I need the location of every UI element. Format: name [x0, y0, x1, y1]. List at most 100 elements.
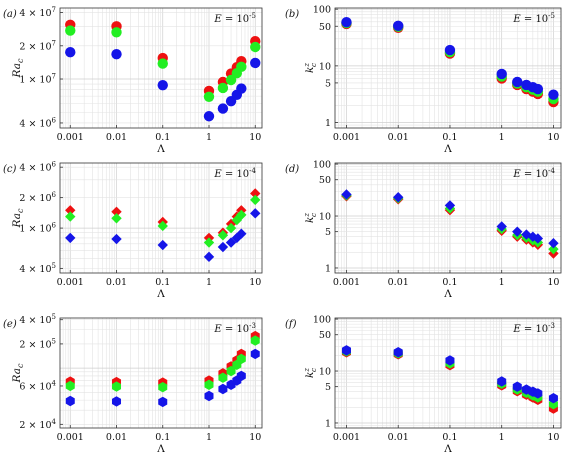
y-tick-base: 2 × 10 [19, 420, 51, 431]
data-point-green [157, 58, 168, 69]
data-point-green [65, 380, 75, 392]
x-tick-label: 1 [499, 277, 505, 288]
data-point-blue [112, 396, 122, 407]
data-point-green [111, 27, 122, 38]
y-tick-exponent: 4 [52, 418, 57, 426]
data-point-green [65, 211, 76, 222]
y-tick-label: 4 × 105 [19, 262, 56, 275]
y-tick-base: 2 × 10 [19, 193, 51, 204]
x-tick-label: 0.1 [442, 432, 457, 443]
y-tick-label: 5 [325, 227, 331, 238]
data-point-blue [65, 232, 76, 244]
x-tick-label: 10 [547, 432, 559, 443]
x-tick-label: 0.1 [155, 277, 170, 288]
data-point-blue [65, 395, 75, 407]
y-tick-base: 2 × 10 [19, 41, 51, 52]
y-tick-label: 10 [319, 212, 331, 223]
x-tick-label: 0.1 [155, 132, 170, 143]
data-point-green [250, 194, 261, 206]
plot-frame [59, 317, 263, 429]
data-point-blue [157, 79, 168, 91]
y-tick-label: 100 [313, 160, 331, 171]
data-point-blue [111, 48, 122, 60]
y-tick-label: 1 [325, 118, 331, 129]
data-point-blue [548, 89, 559, 100]
x-tick-label: 0.01 [388, 277, 409, 288]
data-point-green [157, 220, 168, 232]
data-point-red [65, 205, 76, 216]
data-point-blue [250, 348, 260, 360]
y-tick-exponent: 6 [52, 116, 57, 124]
plot-frame [59, 162, 263, 274]
data-point-blue [157, 239, 168, 251]
data-point-blue [203, 111, 215, 122]
y-tick-base: 4 × 10 [19, 118, 51, 129]
x-axis-label: Λ [443, 288, 452, 300]
panel-label: (d) [285, 164, 299, 175]
panel-label: (c) [3, 164, 17, 175]
data-point-blue [236, 83, 247, 94]
data-point-blue [341, 345, 351, 356]
data-point-green [548, 243, 559, 255]
x-tick-label: 0.1 [155, 432, 170, 443]
y-tick-label: 100 [313, 315, 331, 326]
ekman-number-label: E = 10-4 [213, 167, 256, 180]
y-tick-label: 2 × 107 [19, 39, 56, 52]
y-tick-label: 2 × 105 [19, 337, 56, 350]
data-point-green [217, 82, 229, 94]
data-point-green [236, 353, 246, 365]
panel-label: (e) [3, 319, 17, 330]
data-point-blue [250, 208, 261, 219]
x-tick-label: 10 [249, 132, 261, 143]
y-tick-label: 2 × 106 [19, 191, 56, 204]
ekman-number-label: E = 10-5 [512, 12, 555, 25]
data-point-blue [65, 46, 76, 58]
data-point-green [112, 381, 122, 392]
data-point-blue [111, 233, 122, 245]
ekman-number-label: E = 10-3 [213, 322, 256, 335]
y-tick-label: 10 [319, 367, 331, 378]
y-tick-label: 10 [319, 61, 331, 72]
data-point-green [225, 74, 237, 86]
y-axis-label: Rac [11, 58, 25, 78]
data-point-blue [532, 83, 544, 95]
x-tick-label: 0.001 [57, 277, 84, 288]
y-tick-label: 50 [319, 22, 331, 33]
y-tick-exponent: 7 [52, 73, 56, 81]
data-point-blue [445, 355, 455, 366]
data-point-blue [533, 388, 543, 399]
x-tick-label: 0.01 [106, 132, 127, 143]
data-point-blue [341, 16, 352, 28]
y-tick-label: 4 × 106 [19, 161, 56, 174]
y-tick-base: 4 × 10 [19, 315, 51, 326]
data-point-blue [203, 251, 215, 263]
y-tick-label: 1 [325, 263, 331, 274]
x-axis-label: Λ [156, 443, 165, 455]
x-tick-label: 0.001 [333, 132, 360, 143]
x-tick-label: 0.01 [388, 432, 409, 443]
x-tick-label: 1 [499, 432, 505, 443]
data-point-blue [496, 68, 507, 80]
plot-frame [334, 317, 562, 429]
data-point-green [65, 25, 76, 36]
y-tick-exponent: 6 [52, 222, 57, 230]
y-tick-label: 50 [319, 175, 331, 186]
data-point-green [250, 41, 261, 53]
data-point-blue [250, 57, 261, 69]
x-axis-label: Λ [156, 288, 165, 300]
y-tick-label: 6 × 104 [19, 379, 56, 392]
x-tick-label: 0.001 [333, 432, 360, 443]
ekman-number-label: E = 10-4 [512, 167, 555, 180]
panel-label: (a) [3, 9, 17, 20]
y-tick-base: 1 × 10 [19, 224, 51, 235]
x-tick-label: 0.001 [57, 432, 84, 443]
y-axis-label: kzc [303, 63, 318, 73]
y-tick-exponent: 6 [52, 191, 57, 199]
y-tick-exponent: 5 [52, 337, 56, 345]
data-point-green [225, 222, 237, 234]
data-point-blue [512, 381, 522, 392]
data-point-blue [393, 347, 403, 358]
data-point-blue [393, 192, 404, 203]
y-tick-label: 4 × 106 [19, 116, 56, 129]
